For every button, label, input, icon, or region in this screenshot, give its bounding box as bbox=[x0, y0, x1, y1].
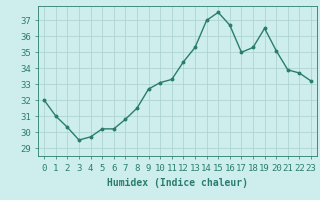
X-axis label: Humidex (Indice chaleur): Humidex (Indice chaleur) bbox=[107, 178, 248, 188]
